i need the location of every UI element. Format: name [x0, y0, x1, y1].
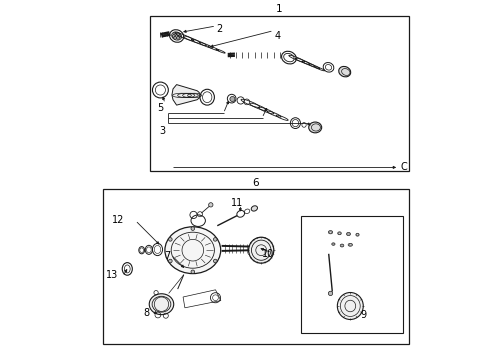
Circle shape	[191, 227, 195, 230]
Text: 10: 10	[262, 249, 274, 259]
Ellipse shape	[251, 206, 257, 211]
Circle shape	[174, 36, 176, 39]
Text: 12: 12	[112, 215, 124, 225]
Text: C: C	[400, 162, 407, 172]
Circle shape	[209, 203, 213, 207]
Ellipse shape	[248, 237, 274, 263]
Text: 7: 7	[165, 251, 171, 261]
Text: 11: 11	[231, 198, 243, 208]
Text: 8: 8	[143, 308, 149, 318]
Bar	[149, 16, 409, 171]
Text: 1: 1	[276, 4, 283, 14]
Bar	[301, 216, 403, 333]
Text: 4: 4	[274, 31, 280, 41]
Text: 9: 9	[361, 310, 367, 320]
Text: 13: 13	[106, 270, 118, 280]
Ellipse shape	[165, 227, 221, 274]
Ellipse shape	[339, 67, 351, 77]
Circle shape	[176, 33, 179, 36]
Circle shape	[214, 259, 217, 263]
Circle shape	[169, 259, 172, 263]
Circle shape	[214, 238, 217, 241]
Circle shape	[178, 35, 181, 37]
Ellipse shape	[149, 294, 174, 315]
Text: 6: 6	[252, 178, 259, 188]
Ellipse shape	[337, 292, 363, 320]
Bar	[103, 189, 409, 344]
Text: 3: 3	[159, 126, 165, 136]
Circle shape	[191, 270, 195, 274]
Circle shape	[172, 35, 175, 37]
Circle shape	[169, 238, 172, 241]
Text: 2: 2	[217, 24, 223, 34]
Circle shape	[328, 291, 333, 296]
Polygon shape	[172, 85, 199, 105]
Circle shape	[174, 33, 176, 36]
Circle shape	[230, 96, 235, 102]
Ellipse shape	[309, 122, 321, 133]
Text: 5: 5	[157, 103, 164, 113]
Circle shape	[176, 36, 179, 39]
